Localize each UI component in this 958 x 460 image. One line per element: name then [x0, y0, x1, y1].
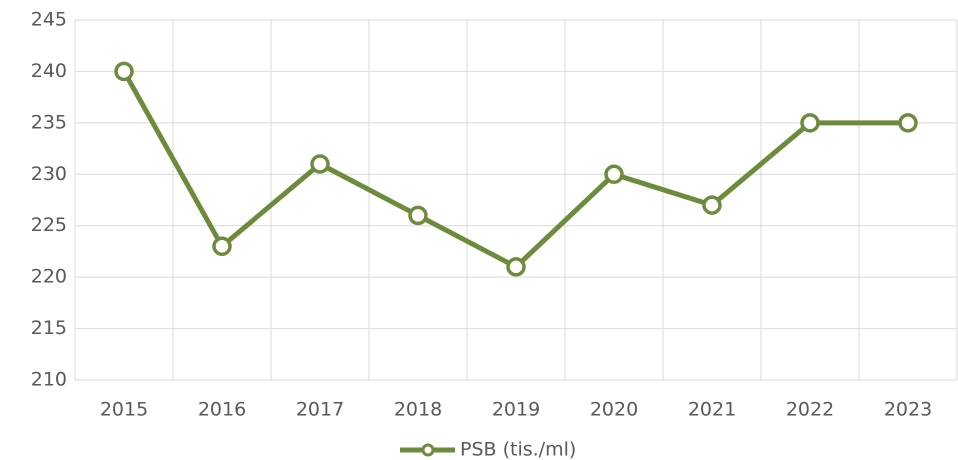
y-tick-label: 230: [31, 163, 67, 185]
x-tick-label: 2015: [100, 399, 148, 421]
x-tick-label: 2020: [590, 399, 638, 421]
legend-marker: [421, 443, 435, 457]
point: [212, 236, 232, 257]
y-tick-label: 245: [31, 9, 67, 31]
y-tick-label: 225: [31, 214, 67, 236]
x-tick-label: 2019: [492, 399, 540, 421]
x-tick-label: 2017: [296, 399, 344, 421]
y-tick-label: 240: [31, 60, 67, 82]
x-tick-label: 2021: [688, 399, 736, 421]
point: [310, 154, 330, 174]
x-tick-label: 2023: [884, 399, 932, 421]
x-tick-label: 2016: [198, 399, 246, 421]
y-tick-label: 210: [31, 369, 67, 391]
y-tick-label: 235: [31, 111, 67, 133]
y-tick-label: 215: [31, 317, 67, 339]
y-tick-label: 220: [31, 266, 67, 288]
x-tick-label: 2022: [786, 399, 834, 421]
point: [702, 195, 722, 215]
point: [604, 164, 624, 185]
x-tick-label: 2018: [394, 399, 442, 421]
point: [114, 61, 134, 82]
point: [506, 257, 526, 277]
legend-label: PSB (tis./ml): [460, 439, 576, 460]
series-line: [121, 70, 908, 270]
point: [408, 205, 428, 226]
point: [898, 113, 918, 133]
point: [800, 113, 820, 133]
